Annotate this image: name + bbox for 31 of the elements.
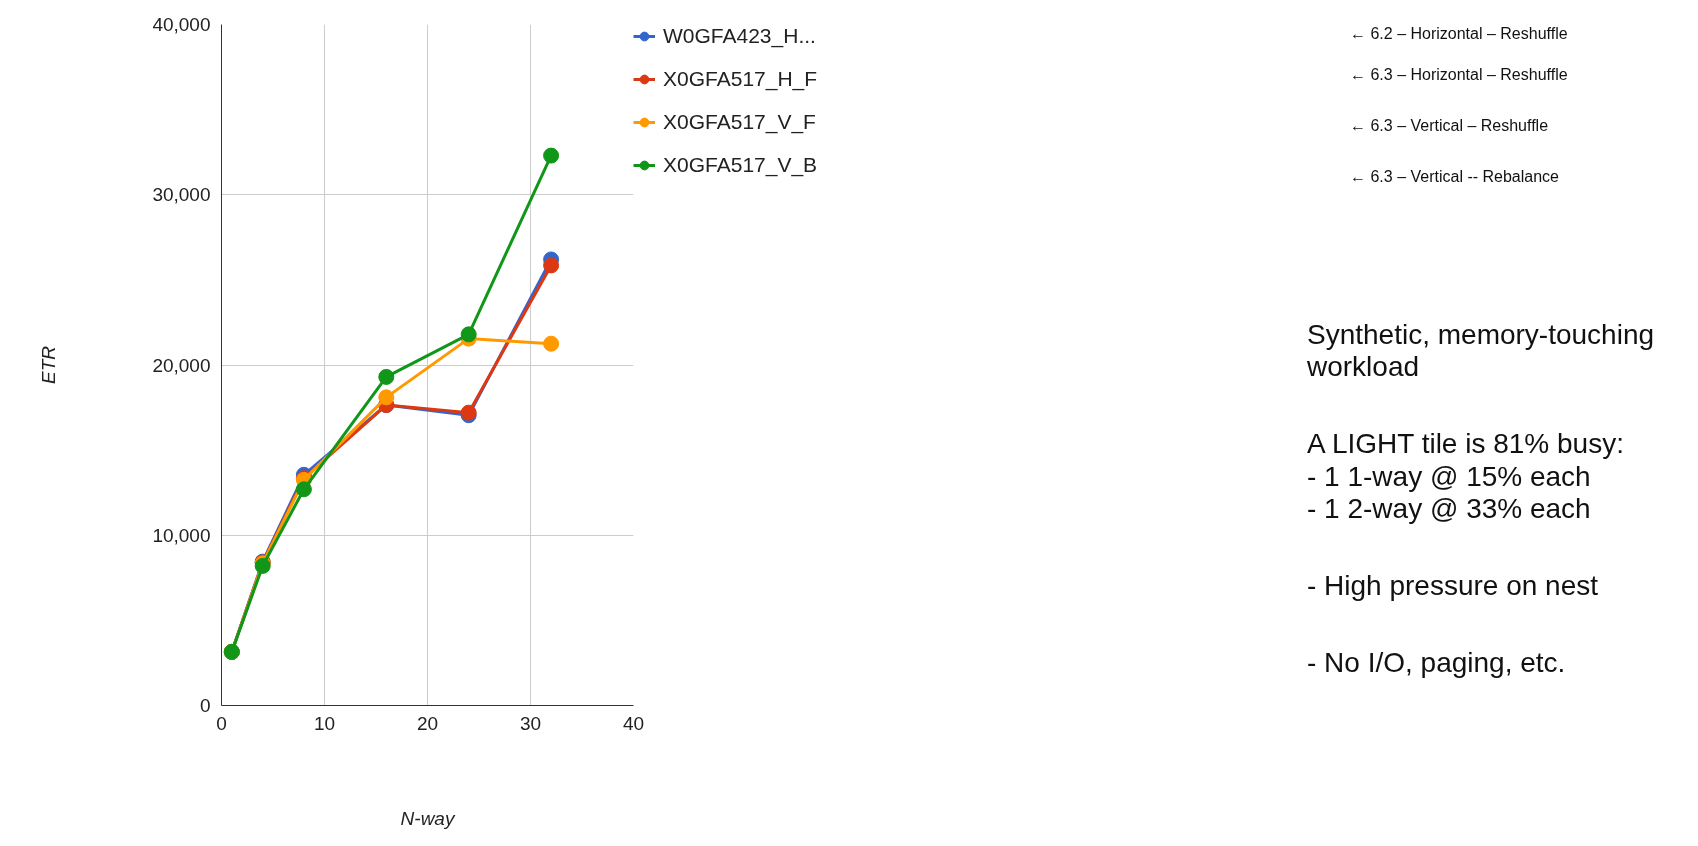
x-tick-label: 0: [216, 712, 227, 734]
text: ← 6.3 – Vertical – Reshuffle: [1350, 116, 1549, 136]
legend-label: X0GFA517_V_B: [663, 153, 818, 177]
x-tick-label: 20: [416, 712, 439, 734]
legend-label: X0GFA517_V_F: [663, 110, 816, 134]
text: - No I/O, paging, etc.: [1307, 647, 1566, 680]
text: Synthetic, memory-touching workload: [1307, 319, 1656, 384]
y-tick-label: 40,000: [152, 14, 211, 35]
y-axis-title: ETR: [38, 345, 60, 384]
x-axis-title: N-way: [400, 807, 456, 829]
point: [543, 257, 560, 274]
point: [378, 368, 395, 385]
x-tick-label: 30: [519, 712, 542, 734]
text: A LIGHT tile is 81% busy: - 1 1-way @ 15% each - 1 2-way @ 33% each: [1307, 428, 1624, 525]
x-tick-label: 10: [313, 712, 336, 734]
point: [295, 481, 312, 498]
text: ← 6.3 – Vertical -- Rebalance: [1350, 167, 1559, 187]
point: [378, 389, 395, 406]
y-tick-label: 0: [199, 695, 211, 716]
y-tick-label: 30,000: [152, 184, 211, 206]
legend-label: X0GFA517_H_F: [663, 67, 818, 91]
text: - High pressure on nest: [1307, 569, 1599, 603]
point: [543, 147, 560, 164]
text: ← 6.2 – Horizontal – Reshuffle: [1350, 24, 1568, 44]
x-tick-label: 40: [622, 712, 645, 734]
legend-label: W0GFA423_H...: [663, 24, 816, 48]
text: ← 6.3 – Horizontal – Reshuffle: [1350, 65, 1568, 85]
y-tick-label: 20,000: [152, 354, 211, 376]
point: [460, 326, 477, 343]
y-tick-label: 10,000: [152, 524, 211, 546]
point: [543, 335, 560, 352]
